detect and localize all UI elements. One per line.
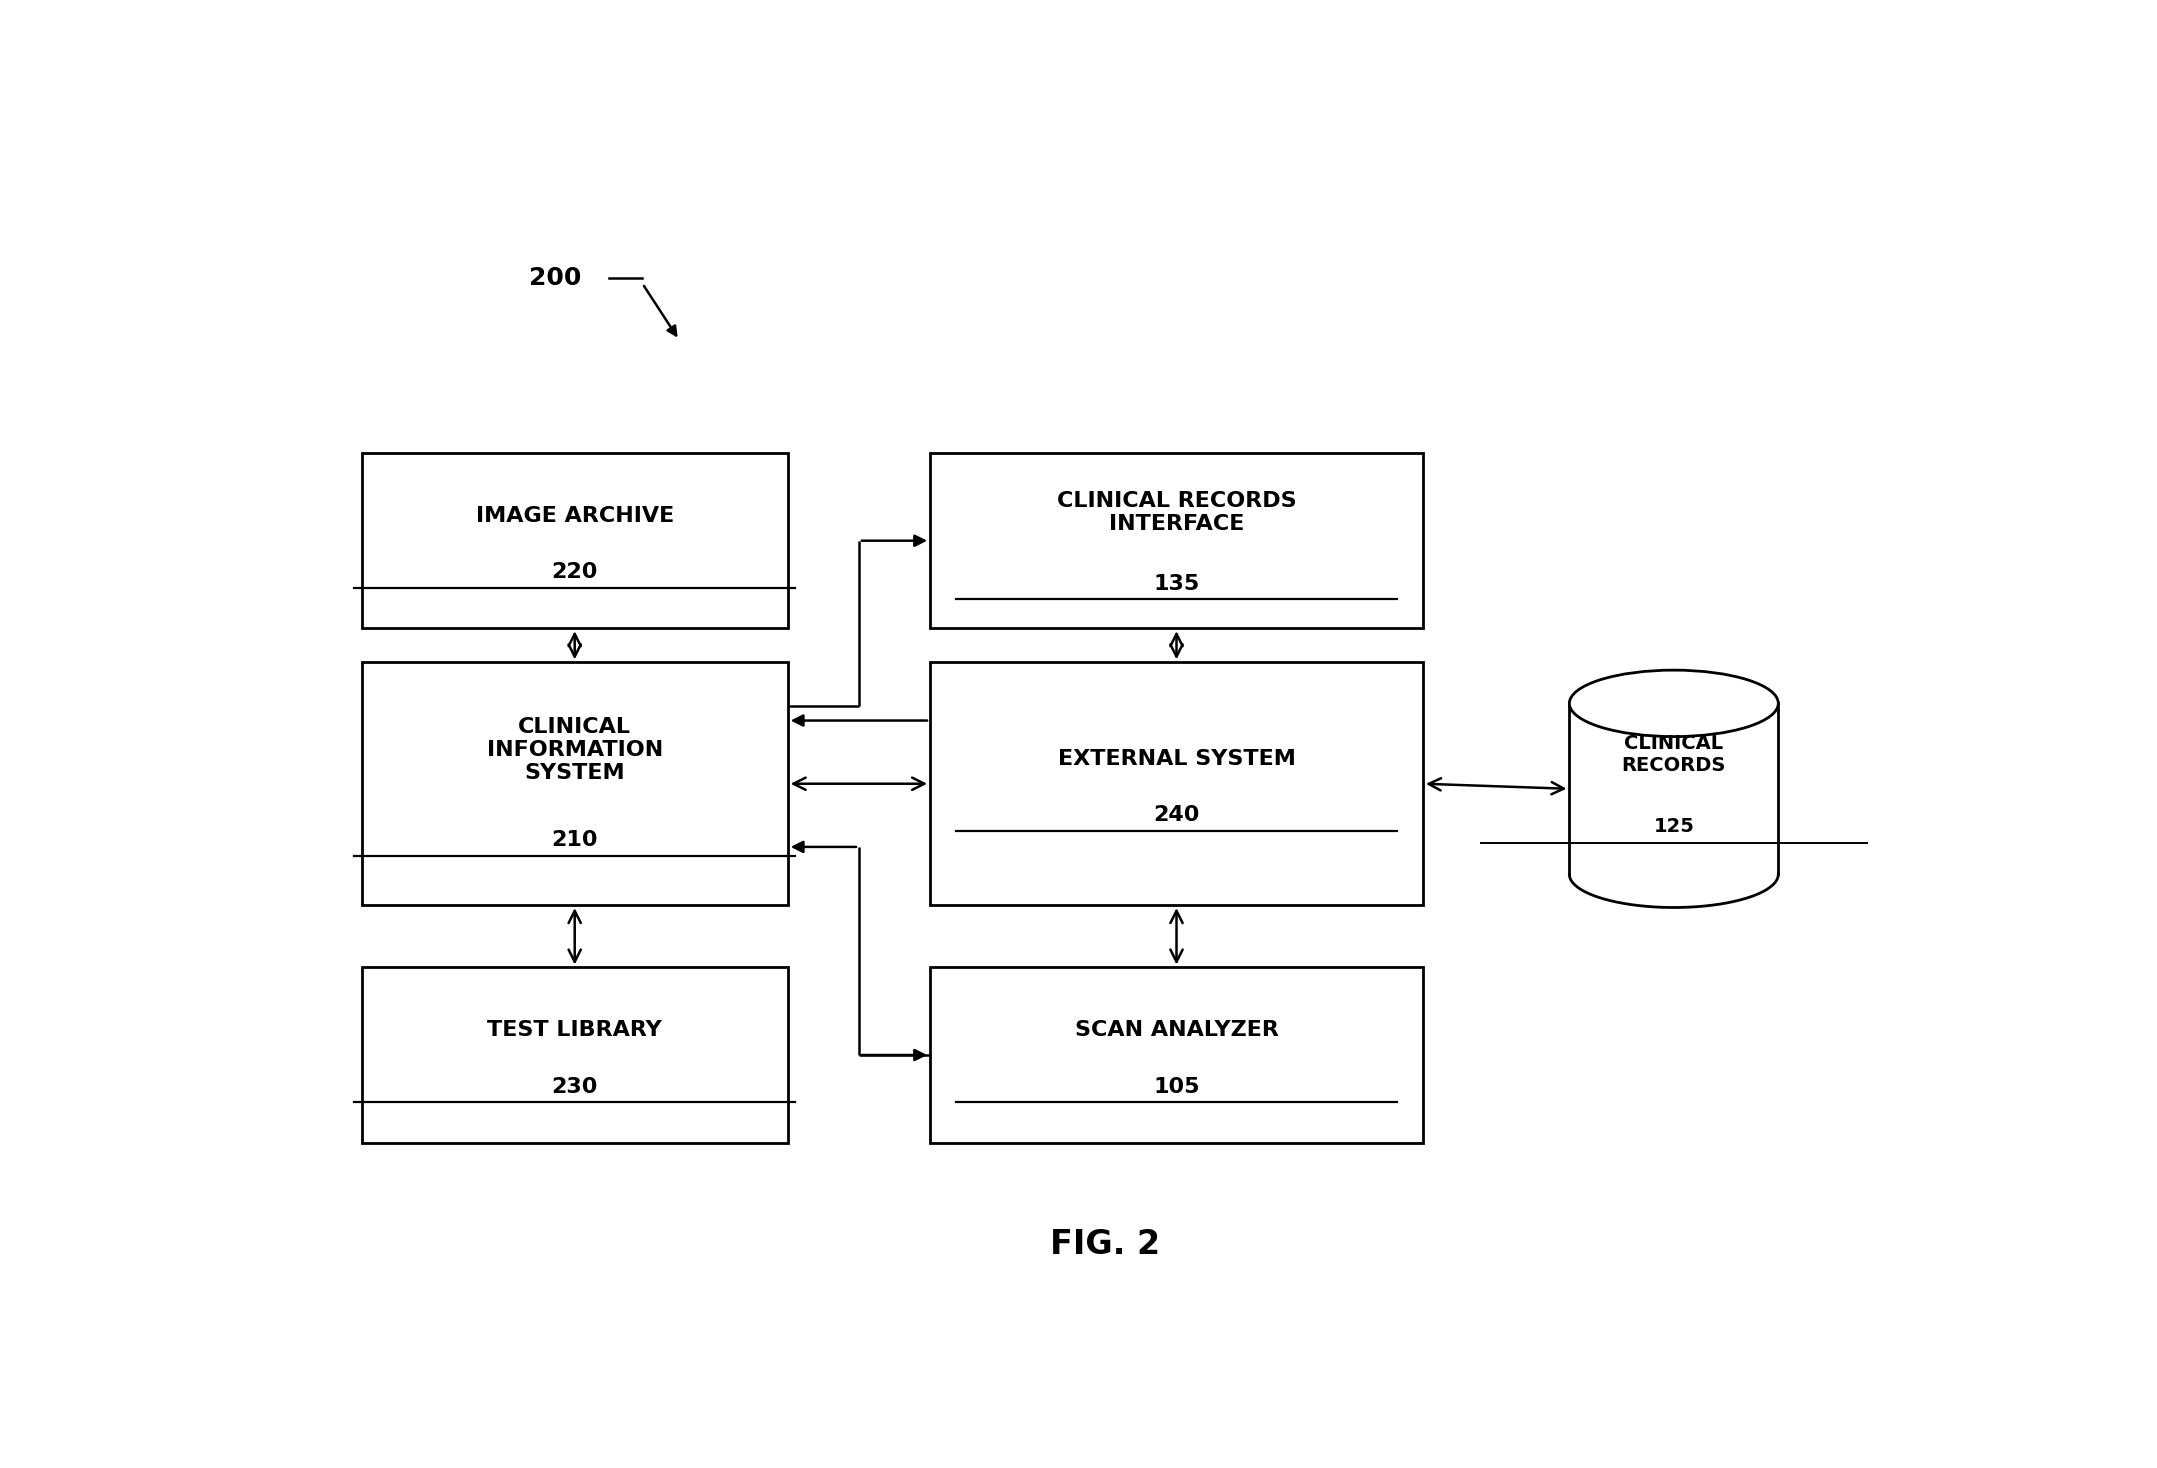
Bar	[930, 454, 1424, 628]
Text: 135: 135	[1154, 574, 1199, 593]
Ellipse shape	[1570, 669, 1777, 737]
Bar	[362, 967, 787, 1142]
Text: CLINICAL
RECORDS: CLINICAL RECORDS	[1622, 734, 1726, 775]
Bar	[930, 967, 1424, 1142]
Bar	[362, 454, 787, 628]
Text: 240: 240	[1154, 806, 1199, 825]
Text: IMAGE ARCHIVE: IMAGE ARCHIVE	[475, 506, 673, 526]
Text: CLINICAL RECORDS
INTERFACE: CLINICAL RECORDS INTERFACE	[1057, 490, 1296, 534]
Bar	[930, 662, 1424, 906]
Text: 105: 105	[1154, 1076, 1199, 1097]
Bar	[362, 662, 787, 906]
Text: 220: 220	[552, 562, 597, 583]
Text: CLINICAL
INFORMATION
SYSTEM: CLINICAL INFORMATION SYSTEM	[487, 716, 662, 782]
Text: 230: 230	[552, 1076, 597, 1097]
Text: FIG. 2: FIG. 2	[1050, 1227, 1160, 1261]
Text: 200: 200	[528, 266, 580, 289]
Text: 210: 210	[552, 831, 597, 850]
Text: TEST LIBRARY: TEST LIBRARY	[487, 1020, 662, 1041]
Bar	[1570, 703, 1777, 875]
Text: 125: 125	[1654, 816, 1693, 835]
Text: SCAN ANALYZER: SCAN ANALYZER	[1074, 1020, 1279, 1041]
Text: EXTERNAL SYSTEM: EXTERNAL SYSTEM	[1057, 749, 1296, 769]
